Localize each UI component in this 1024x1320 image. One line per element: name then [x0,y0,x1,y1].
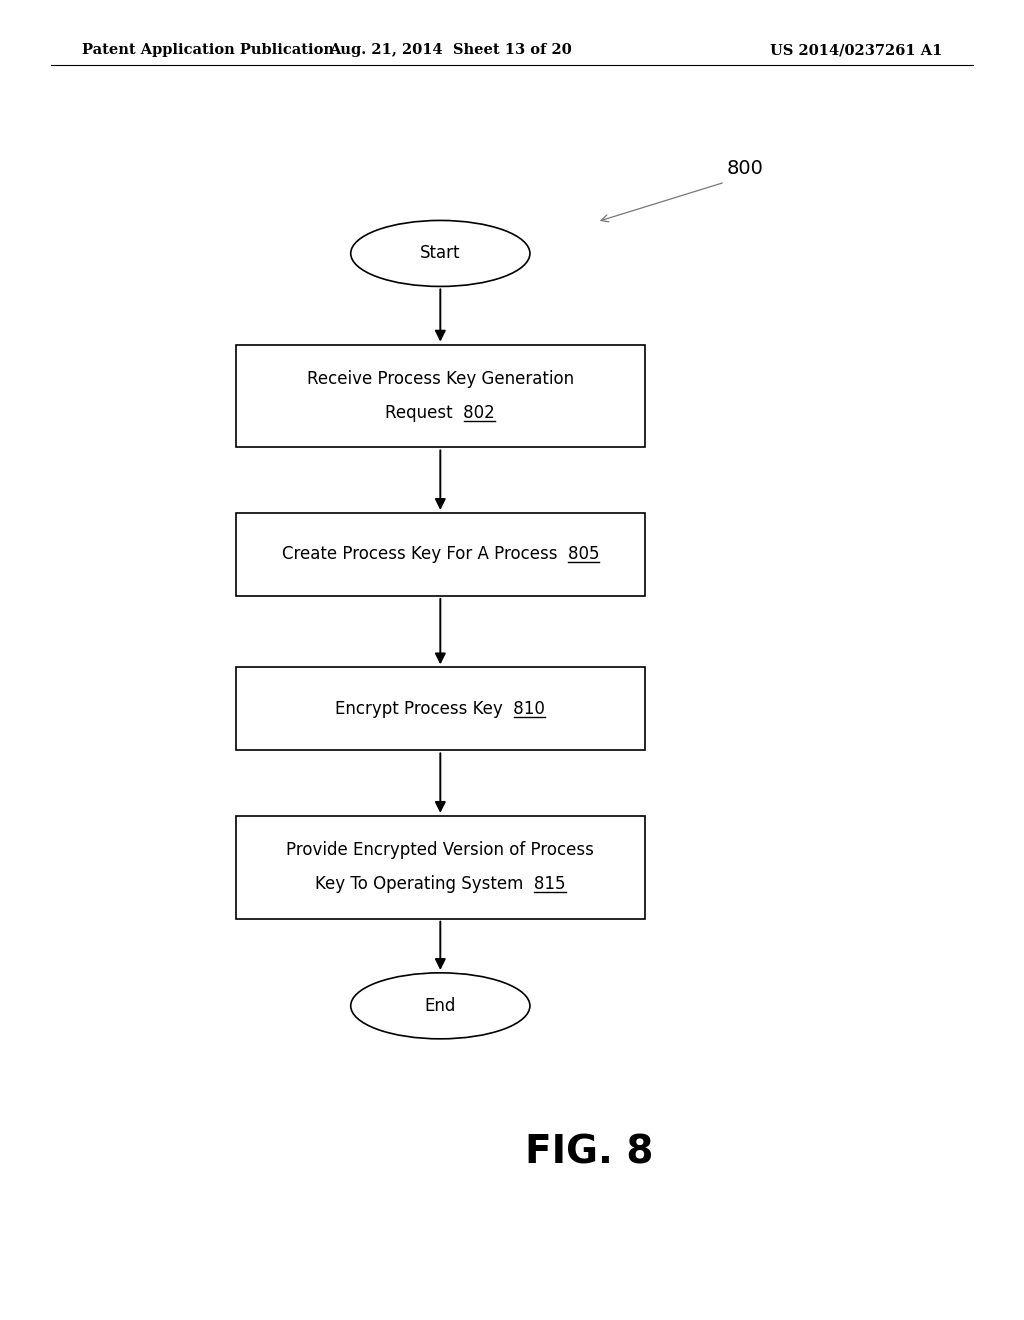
FancyBboxPatch shape [236,668,645,750]
Text: Receive Process Key Generation: Receive Process Key Generation [307,370,573,388]
Text: Provide Encrypted Version of Process: Provide Encrypted Version of Process [287,841,594,859]
Text: 800: 800 [727,160,764,178]
Ellipse shape [350,220,530,286]
Text: End: End [425,997,456,1015]
Text: FIG. 8: FIG. 8 [524,1134,653,1171]
Text: US 2014/0237261 A1: US 2014/0237261 A1 [770,44,942,57]
FancyBboxPatch shape [236,345,645,447]
Ellipse shape [350,973,530,1039]
Text: Encrypt Process Key  810: Encrypt Process Key 810 [336,700,545,718]
FancyBboxPatch shape [236,816,645,919]
Text: Aug. 21, 2014  Sheet 13 of 20: Aug. 21, 2014 Sheet 13 of 20 [329,44,572,57]
Text: Create Process Key For A Process  805: Create Process Key For A Process 805 [282,545,599,564]
Text: Patent Application Publication: Patent Application Publication [82,44,334,57]
Text: Request  802: Request 802 [385,404,496,422]
Text: Start: Start [420,244,461,263]
Text: Key To Operating System  815: Key To Operating System 815 [315,875,565,894]
FancyBboxPatch shape [236,513,645,597]
